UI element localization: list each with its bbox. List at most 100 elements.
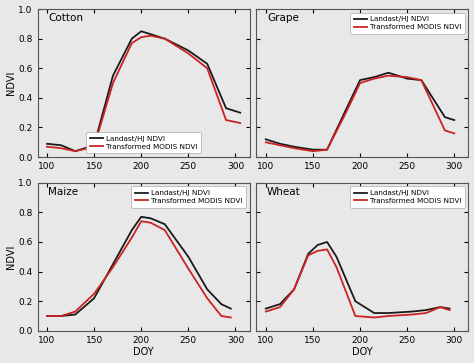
Transformed MODIS NDVI bbox=[371, 77, 377, 81]
Transformed MODIS NDVI bbox=[447, 308, 453, 312]
Line: Landast/HJ NDVI: Landast/HJ NDVI bbox=[47, 31, 240, 151]
Landast/HJ NDVI bbox=[291, 144, 297, 149]
Transformed MODIS NDVI bbox=[129, 235, 135, 240]
Transformed MODIS NDVI bbox=[324, 147, 330, 152]
Transformed MODIS NDVI bbox=[404, 75, 410, 79]
Landast/HJ NDVI bbox=[73, 149, 78, 153]
Legend: Landast/HJ NDVI, Transformed MODIS NDVI: Landast/HJ NDVI, Transformed MODIS NDVI bbox=[131, 186, 246, 208]
Landast/HJ NDVI bbox=[185, 254, 191, 259]
Transformed MODIS NDVI bbox=[148, 221, 154, 225]
Landast/HJ NDVI bbox=[204, 287, 210, 291]
Landast/HJ NDVI bbox=[138, 215, 144, 219]
Line: Landast/HJ NDVI: Landast/HJ NDVI bbox=[266, 242, 450, 313]
Landast/HJ NDVI bbox=[371, 75, 377, 79]
Transformed MODIS NDVI bbox=[451, 131, 457, 135]
Landast/HJ NDVI bbox=[148, 32, 154, 36]
Transformed MODIS NDVI bbox=[91, 144, 97, 149]
Landast/HJ NDVI bbox=[44, 314, 50, 318]
Transformed MODIS NDVI bbox=[353, 314, 358, 318]
Line: Landast/HJ NDVI: Landast/HJ NDVI bbox=[47, 217, 231, 316]
Landast/HJ NDVI bbox=[343, 107, 349, 112]
Transformed MODIS NDVI bbox=[185, 266, 191, 271]
Transformed MODIS NDVI bbox=[44, 144, 50, 149]
Landast/HJ NDVI bbox=[442, 115, 448, 119]
Landast/HJ NDVI bbox=[73, 312, 78, 317]
Landast/HJ NDVI bbox=[409, 309, 415, 314]
Landast/HJ NDVI bbox=[129, 228, 135, 232]
Transformed MODIS NDVI bbox=[110, 81, 116, 85]
Landast/HJ NDVI bbox=[451, 118, 457, 122]
Landast/HJ NDVI bbox=[419, 78, 424, 82]
Transformed MODIS NDVI bbox=[409, 312, 415, 317]
Legend: Landast/HJ NDVI, Transformed MODIS NDVI: Landast/HJ NDVI, Transformed MODIS NDVI bbox=[350, 186, 465, 208]
Landast/HJ NDVI bbox=[204, 62, 210, 66]
Transformed MODIS NDVI bbox=[148, 33, 154, 38]
Transformed MODIS NDVI bbox=[291, 287, 297, 291]
Text: Grape: Grape bbox=[267, 13, 299, 24]
Transformed MODIS NDVI bbox=[237, 121, 243, 125]
Landast/HJ NDVI bbox=[447, 306, 453, 311]
Landast/HJ NDVI bbox=[334, 254, 339, 259]
Transformed MODIS NDVI bbox=[73, 309, 78, 314]
Landast/HJ NDVI bbox=[129, 37, 135, 41]
Landast/HJ NDVI bbox=[423, 308, 429, 312]
Landast/HJ NDVI bbox=[315, 243, 320, 247]
Transformed MODIS NDVI bbox=[138, 219, 144, 224]
Transformed MODIS NDVI bbox=[442, 128, 448, 132]
Transformed MODIS NDVI bbox=[277, 305, 283, 309]
Transformed MODIS NDVI bbox=[162, 37, 168, 41]
Transformed MODIS NDVI bbox=[228, 315, 234, 320]
Transformed MODIS NDVI bbox=[219, 314, 224, 318]
Line: Landast/HJ NDVI: Landast/HJ NDVI bbox=[266, 73, 454, 150]
Landast/HJ NDVI bbox=[291, 287, 297, 291]
Transformed MODIS NDVI bbox=[438, 305, 443, 309]
Transformed MODIS NDVI bbox=[385, 314, 391, 318]
Transformed MODIS NDVI bbox=[185, 51, 191, 56]
Y-axis label: NDVI: NDVI bbox=[6, 245, 16, 269]
X-axis label: DOY: DOY bbox=[133, 347, 154, 358]
Landast/HJ NDVI bbox=[148, 216, 154, 220]
Line: Transformed MODIS NDVI: Transformed MODIS NDVI bbox=[266, 76, 454, 151]
Landast/HJ NDVI bbox=[185, 48, 191, 53]
Landast/HJ NDVI bbox=[91, 296, 97, 301]
X-axis label: DOY: DOY bbox=[352, 347, 373, 358]
Text: Cotton: Cotton bbox=[48, 13, 83, 24]
Transformed MODIS NDVI bbox=[277, 143, 283, 147]
Landast/HJ NDVI bbox=[237, 110, 243, 115]
Transformed MODIS NDVI bbox=[223, 118, 229, 122]
Transformed MODIS NDVI bbox=[305, 253, 311, 257]
Transformed MODIS NDVI bbox=[334, 265, 339, 269]
Line: Transformed MODIS NDVI: Transformed MODIS NDVI bbox=[47, 36, 240, 151]
Landast/HJ NDVI bbox=[385, 311, 391, 315]
Landast/HJ NDVI bbox=[438, 305, 443, 309]
Transformed MODIS NDVI bbox=[110, 265, 116, 269]
Transformed MODIS NDVI bbox=[291, 146, 297, 150]
Landast/HJ NDVI bbox=[324, 240, 330, 244]
Transformed MODIS NDVI bbox=[129, 41, 135, 45]
Landast/HJ NDVI bbox=[310, 147, 316, 152]
Transformed MODIS NDVI bbox=[58, 146, 64, 150]
Landast/HJ NDVI bbox=[371, 311, 377, 315]
Landast/HJ NDVI bbox=[324, 147, 330, 152]
Transformed MODIS NDVI bbox=[315, 249, 320, 253]
Landast/HJ NDVI bbox=[162, 222, 168, 227]
Transformed MODIS NDVI bbox=[204, 66, 210, 70]
Landast/HJ NDVI bbox=[58, 314, 64, 318]
Transformed MODIS NDVI bbox=[204, 296, 210, 301]
Line: Transformed MODIS NDVI: Transformed MODIS NDVI bbox=[47, 221, 231, 318]
Transformed MODIS NDVI bbox=[385, 73, 391, 78]
Landast/HJ NDVI bbox=[353, 299, 358, 303]
Transformed MODIS NDVI bbox=[138, 35, 144, 39]
Landast/HJ NDVI bbox=[385, 70, 391, 75]
Landast/HJ NDVI bbox=[219, 302, 224, 306]
Landast/HJ NDVI bbox=[305, 252, 311, 256]
Landast/HJ NDVI bbox=[404, 77, 410, 81]
Text: Wheat: Wheat bbox=[267, 187, 301, 197]
Line: Transformed MODIS NDVI: Transformed MODIS NDVI bbox=[266, 249, 450, 318]
Landast/HJ NDVI bbox=[138, 29, 144, 33]
Landast/HJ NDVI bbox=[263, 306, 269, 311]
Landast/HJ NDVI bbox=[277, 302, 283, 306]
Legend: Landast/HJ NDVI, Transformed MODIS NDVI: Landast/HJ NDVI, Transformed MODIS NDVI bbox=[350, 13, 465, 34]
Y-axis label: NDVI: NDVI bbox=[6, 71, 16, 95]
Landast/HJ NDVI bbox=[162, 37, 168, 41]
